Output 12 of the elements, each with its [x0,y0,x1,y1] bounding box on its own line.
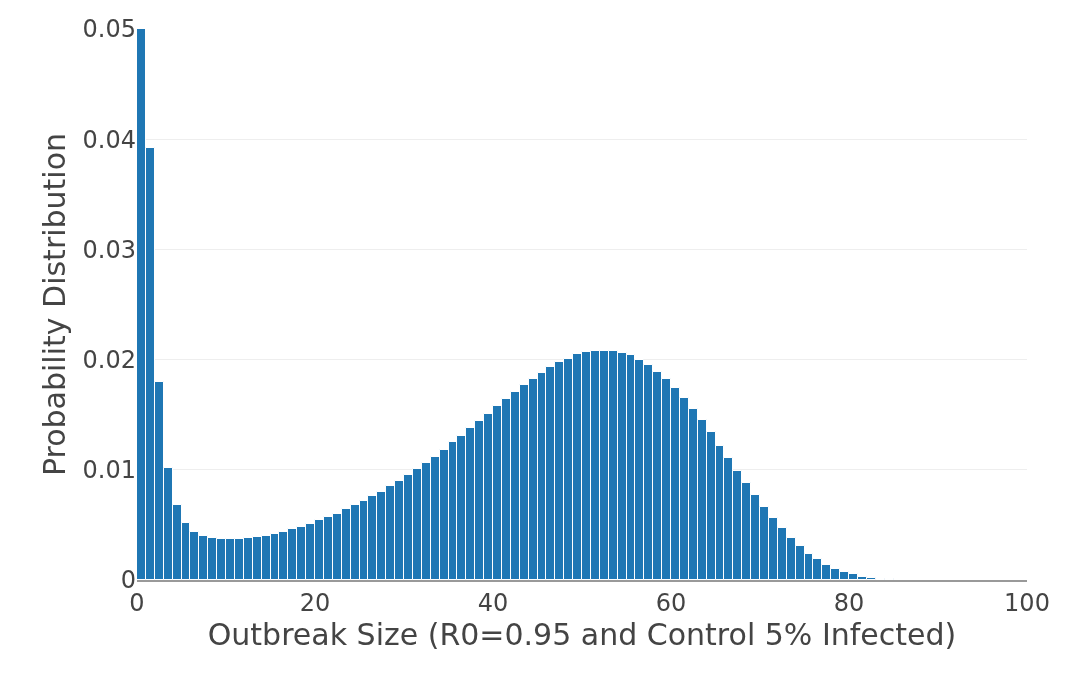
x-axis-title: Outbreak Size (R0=0.95 and Control 5% Infected) [207,616,957,652]
x-tick-label: 40 [477,588,509,617]
x-tick-label: 80 [833,588,865,617]
y-tick-label: 0.04 [82,125,136,154]
y-tick-label: 0.02 [82,346,136,374]
x-tick-label: 20 [299,588,331,617]
y-tick-label: 0.03 [82,235,136,264]
x-tick-label: 100 [1004,588,1050,617]
y-tick-label: 0.01 [82,456,136,485]
y-tick-label: 0.05 [82,15,136,44]
x-tick-label: 60 [655,588,687,617]
y-axis-title: Probability Distribution [36,132,72,477]
